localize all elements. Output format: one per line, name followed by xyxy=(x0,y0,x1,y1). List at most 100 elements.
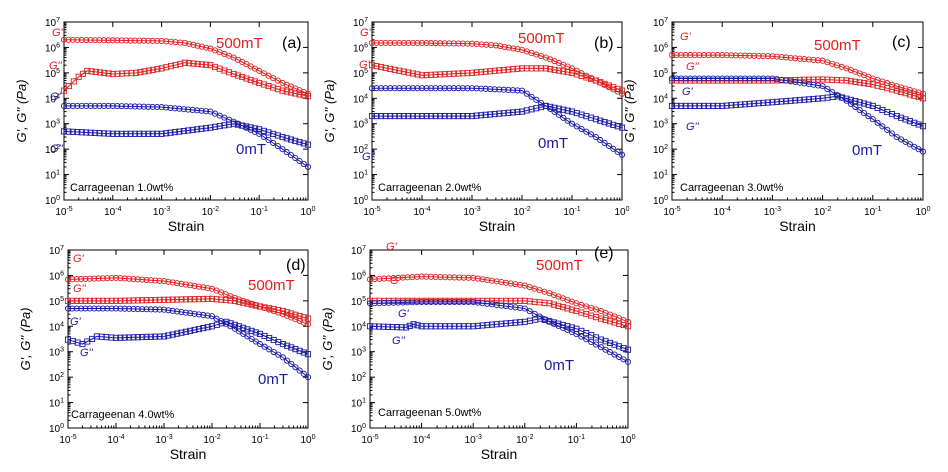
data-point-square xyxy=(171,129,178,136)
data-point-circle xyxy=(583,128,590,135)
data-point-square xyxy=(696,102,703,109)
data-point-square xyxy=(614,85,621,92)
data-point-circle xyxy=(99,305,106,312)
data-point-square xyxy=(223,318,230,325)
data-point-circle xyxy=(378,39,385,47)
data-point-square xyxy=(64,297,72,304)
data-point-square xyxy=(200,295,207,303)
data-point-circle xyxy=(502,303,510,310)
data-point-circle xyxy=(437,298,444,306)
data-point-square xyxy=(265,129,272,136)
data-point-square xyxy=(225,121,233,128)
data-point-circle xyxy=(460,298,467,306)
data-point-square xyxy=(455,70,462,77)
y-tick-label: 102 xyxy=(653,144,668,156)
data-point-square xyxy=(673,102,680,109)
data-point-square xyxy=(852,78,859,85)
data-point-circle xyxy=(442,274,449,281)
data-point-circle xyxy=(428,85,435,92)
data-point-square xyxy=(605,82,612,89)
data-point-circle xyxy=(74,102,81,109)
data-point-square xyxy=(368,62,376,69)
data-point-circle xyxy=(140,103,147,110)
data-point-square xyxy=(288,310,295,317)
data-point-circle xyxy=(606,349,614,356)
x-tick-label: 100 xyxy=(614,206,629,218)
data-point-circle xyxy=(156,277,163,284)
data-point-circle xyxy=(746,52,753,59)
data-point-circle xyxy=(437,85,444,92)
y-tick-label: 103 xyxy=(49,347,64,359)
data-point-circle xyxy=(496,86,503,93)
data-point-square xyxy=(240,324,247,331)
data-point-circle xyxy=(700,52,707,59)
data-point-square xyxy=(405,113,412,120)
data-point-square xyxy=(387,113,394,120)
data-point-square xyxy=(187,327,194,334)
data-point-square xyxy=(118,130,125,137)
data-point-square xyxy=(191,326,198,334)
data-point-circle xyxy=(805,56,812,63)
y-tick-label: 106 xyxy=(45,42,60,54)
y-tick-label: 107 xyxy=(49,245,64,257)
data-point-circle xyxy=(304,374,312,381)
data-point-circle xyxy=(200,284,207,291)
data-point-circle xyxy=(893,83,900,90)
x-axis-title: Strain xyxy=(481,446,518,462)
data-point-circle xyxy=(390,275,397,282)
data-point-square xyxy=(441,71,448,78)
data-point-square xyxy=(70,78,77,85)
data-point-circle xyxy=(381,275,388,282)
data-point-square xyxy=(60,87,68,94)
data-point-circle xyxy=(83,36,90,44)
data-point-circle xyxy=(805,81,812,88)
data-point-square xyxy=(783,98,790,105)
sample-label: Carrageenan 5.0wt% xyxy=(378,407,482,419)
data-point-circle xyxy=(160,278,168,285)
data-point-circle xyxy=(160,306,168,313)
data-point-square xyxy=(409,70,416,77)
data-point-square xyxy=(156,296,163,303)
data-point-circle xyxy=(187,282,194,289)
data-point-circle xyxy=(409,299,416,306)
data-point-square xyxy=(427,323,435,330)
data-point-square xyxy=(810,95,817,103)
data-point-circle xyxy=(109,37,116,44)
data-point-circle xyxy=(114,102,121,110)
data-point-circle xyxy=(198,43,205,50)
data-point-square xyxy=(251,125,258,132)
data-point-circle xyxy=(427,273,435,280)
data-point-square xyxy=(902,90,909,97)
data-point-square xyxy=(550,319,557,326)
data-point-circle xyxy=(266,346,273,353)
y-tick-label: 104 xyxy=(45,93,60,105)
data-point-circle xyxy=(300,160,307,168)
data-point-square xyxy=(542,102,549,109)
data-point-circle xyxy=(91,275,98,282)
data-point-circle xyxy=(493,301,500,309)
data-point-circle xyxy=(194,107,201,114)
data-point-square xyxy=(304,141,312,148)
data-point-circle xyxy=(178,308,185,316)
data-point-square xyxy=(769,99,776,106)
data-point-square xyxy=(478,68,485,76)
data-point-square xyxy=(911,119,918,126)
data-point-circle xyxy=(270,348,277,356)
data-point-circle xyxy=(728,75,735,82)
data-point-circle xyxy=(413,273,420,280)
data-point-square xyxy=(230,70,237,78)
data-point-square xyxy=(117,334,124,341)
data-point-square xyxy=(247,124,254,131)
data-point-circle xyxy=(86,275,93,282)
data-point-square xyxy=(847,96,854,103)
data-point-circle xyxy=(538,99,545,106)
data-point-circle xyxy=(136,37,143,44)
data-point-square xyxy=(227,320,234,327)
y-tick-label: 102 xyxy=(351,372,366,384)
data-point-square xyxy=(550,301,557,308)
field-label-0mT: 0mT xyxy=(544,357,574,374)
data-point-square xyxy=(222,297,229,304)
data-point-circle xyxy=(152,277,159,284)
data-point-square xyxy=(296,139,303,146)
series-0mT-g-double-prime xyxy=(368,102,626,131)
